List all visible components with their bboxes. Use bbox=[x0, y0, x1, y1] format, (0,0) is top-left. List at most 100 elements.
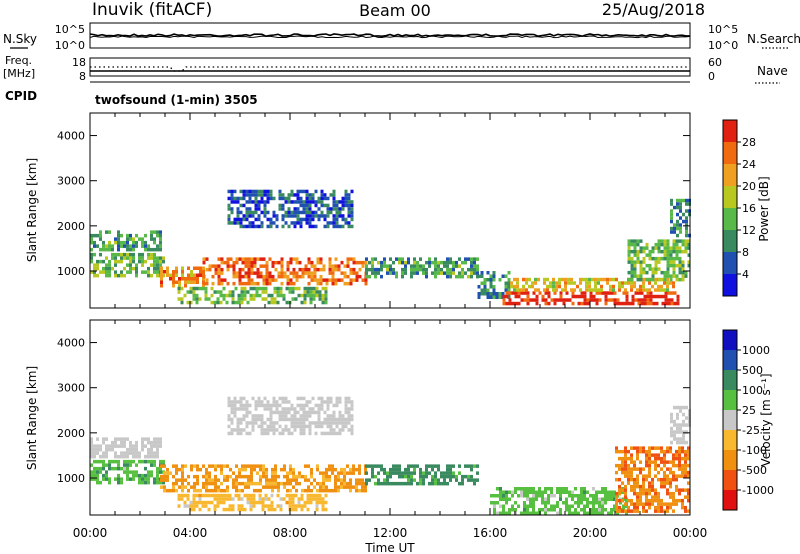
heatmap-cell bbox=[267, 497, 271, 501]
heatmap-cell bbox=[341, 207, 345, 211]
heatmap-cell bbox=[159, 244, 162, 248]
heatmap-cell bbox=[586, 298, 590, 302]
heatmap-cell bbox=[493, 508, 496, 512]
heatmap-cell bbox=[135, 447, 138, 452]
heatmap-cell bbox=[300, 497, 304, 501]
heatmap-cell bbox=[666, 284, 669, 289]
heatmap-cell bbox=[556, 490, 559, 494]
heatmap-cell bbox=[123, 240, 126, 245]
heatmap-cell bbox=[263, 421, 267, 425]
heatmap-cell bbox=[673, 223, 676, 227]
heatmap-cell bbox=[99, 466, 102, 471]
heatmap-cell bbox=[600, 288, 603, 292]
heatmap-cell bbox=[322, 478, 325, 482]
heatmap-cell bbox=[331, 267, 335, 272]
heatmap-cell bbox=[544, 301, 548, 306]
heatmap-cell bbox=[232, 485, 235, 489]
heatmap-cell bbox=[132, 451, 135, 455]
heatmap-cell bbox=[669, 274, 673, 278]
heatmap-cell bbox=[238, 488, 241, 493]
heatmap-cell bbox=[231, 297, 235, 301]
heatmap-cell bbox=[244, 474, 247, 479]
heatmap-cell bbox=[304, 478, 307, 482]
heatmap-cell bbox=[260, 428, 264, 432]
heatmap-cell bbox=[303, 504, 307, 508]
heatmap-cell bbox=[349, 267, 353, 272]
heatmap-cell bbox=[652, 301, 656, 306]
heatmap-cell bbox=[636, 505, 639, 510]
heatmap-cell bbox=[248, 200, 252, 204]
heatmap-cell bbox=[549, 281, 552, 285]
colorbar-frame bbox=[722, 329, 738, 511]
heatmap-cell bbox=[183, 493, 187, 498]
heatmap-cell bbox=[328, 478, 331, 482]
heatmap-cell bbox=[178, 485, 181, 489]
heatmap-cell bbox=[347, 421, 351, 425]
heatmap-cell bbox=[90, 256, 93, 260]
heatmap-cell bbox=[676, 212, 679, 217]
heatmap-cell bbox=[550, 494, 553, 498]
heatmap-cell bbox=[159, 237, 162, 241]
heatmap-cell bbox=[238, 467, 241, 472]
heatmap-cell bbox=[664, 298, 668, 302]
heatmap-cell bbox=[499, 511, 502, 515]
heatmap-cell bbox=[147, 473, 150, 478]
heatmap-cell bbox=[326, 407, 330, 411]
heatmap-cell bbox=[676, 412, 679, 417]
heatmap-cell bbox=[555, 288, 558, 292]
heatmap-cell bbox=[267, 507, 271, 512]
heatmap-cell bbox=[196, 488, 199, 493]
heatmap-cell bbox=[328, 271, 332, 275]
heatmap-cell bbox=[344, 417, 348, 422]
heatmap-cell bbox=[311, 200, 315, 204]
heatmap-cell bbox=[516, 288, 519, 292]
heatmap-cell bbox=[248, 214, 252, 218]
heatmap-cell bbox=[193, 485, 196, 489]
heatmap-cell bbox=[237, 507, 241, 512]
heatmap-cell bbox=[195, 286, 199, 291]
heatmap-cell bbox=[114, 440, 117, 445]
heatmap-cell bbox=[642, 446, 645, 450]
heatmap-cell bbox=[302, 203, 306, 208]
heatmap-cell bbox=[280, 260, 284, 265]
heatmap-cell bbox=[413, 267, 416, 272]
heatmap-cell bbox=[260, 221, 264, 225]
heatmap-cell bbox=[493, 501, 496, 505]
heatmap-cell bbox=[266, 400, 270, 404]
heatmap-cell bbox=[443, 474, 446, 479]
heatmap-cell bbox=[592, 497, 595, 501]
heatmap-cell bbox=[687, 263, 691, 268]
heatmap-cell bbox=[642, 491, 645, 496]
heatmap-cell bbox=[319, 260, 323, 265]
heatmap-cell bbox=[217, 274, 221, 279]
heatmap-cell bbox=[147, 454, 150, 459]
heatmap-cell bbox=[687, 446, 690, 450]
heatmap-cell bbox=[303, 293, 307, 298]
heatmap-cell bbox=[675, 256, 679, 261]
heatmap-cell bbox=[594, 288, 597, 292]
heatmap-cell bbox=[223, 464, 226, 468]
heatmap-cell bbox=[102, 259, 105, 264]
heatmap-cell bbox=[90, 247, 93, 252]
heatmap-cell bbox=[226, 281, 230, 286]
heatmap-cell bbox=[245, 217, 249, 222]
heatmap-cell bbox=[583, 504, 586, 508]
heatmap-cell bbox=[287, 431, 291, 436]
heatmap-cell bbox=[633, 267, 637, 271]
heatmap-cell bbox=[126, 252, 129, 257]
heatmap-cell bbox=[284, 196, 288, 201]
heatmap-cell bbox=[480, 288, 484, 292]
heatmap-cell bbox=[350, 203, 354, 208]
heatmap-cell bbox=[404, 271, 407, 275]
heatmap-cell bbox=[190, 464, 193, 468]
heatmap-cell bbox=[676, 198, 679, 203]
heatmap-cell bbox=[93, 466, 96, 471]
heatmap-cell bbox=[180, 497, 184, 501]
heatmap-cell bbox=[470, 478, 473, 482]
heatmap-cell bbox=[268, 271, 272, 275]
heatmap-cell bbox=[483, 292, 487, 296]
heatmap-cell bbox=[559, 294, 563, 299]
heatmap-cell bbox=[99, 237, 102, 241]
heatmap-cell bbox=[147, 440, 150, 445]
heatmap-cell bbox=[190, 270, 193, 274]
